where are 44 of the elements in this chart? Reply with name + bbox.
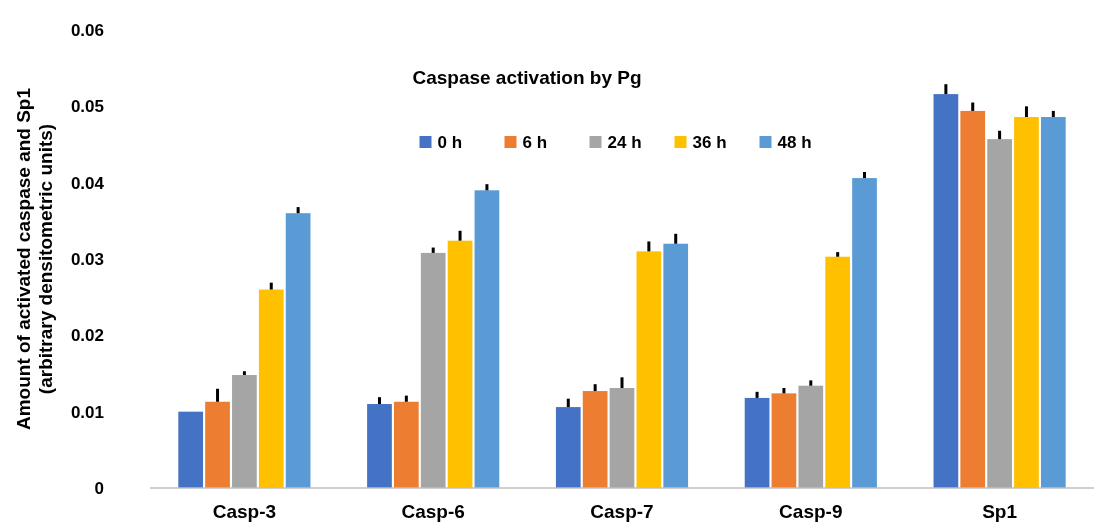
text: Caspase activation by Pg <box>412 67 642 88</box>
y-tick-label: 0.04 <box>70 173 105 193</box>
bar <box>1040 117 1066 488</box>
x-tick-label: Sp1 <box>982 501 1018 522</box>
bar <box>1014 117 1039 488</box>
legend-label: 6 h <box>522 132 548 152</box>
y-tick-label: 0.02 <box>70 326 104 346</box>
bar <box>285 213 311 488</box>
bar <box>663 243 689 488</box>
y-tick-label: 0.03 <box>70 249 104 269</box>
bar <box>771 393 797 488</box>
bar <box>420 252 446 488</box>
bar <box>744 397 770 488</box>
x-tick-label: Casp-6 <box>401 501 465 522</box>
bar <box>367 404 392 488</box>
x-tick-label: Casp-3 <box>212 501 277 522</box>
legend-label: 36 h <box>692 132 727 152</box>
y-tick-label: 0.01 <box>70 402 104 422</box>
y-tick-label: 0.06 <box>70 20 104 40</box>
bar <box>232 375 257 488</box>
y-tick-label: 0 <box>94 478 104 498</box>
bar <box>798 385 824 488</box>
legend-label: 48 h <box>777 132 812 152</box>
legend-label: 0 h <box>437 132 463 152</box>
bar <box>205 401 230 488</box>
y-axis-title: Amount of activated caspase and Sp1 (arbitrary densitometric units) <box>13 87 56 431</box>
bar <box>960 110 986 488</box>
bar <box>447 240 473 488</box>
bar <box>474 190 500 488</box>
bar <box>393 401 419 488</box>
x-tick-label: Casp-9 <box>779 501 843 522</box>
bar <box>825 256 851 488</box>
y-tick-label: 0.05 <box>70 97 104 117</box>
legend-label: 24 h <box>607 132 642 152</box>
bar <box>258 289 284 488</box>
bar <box>178 411 204 488</box>
bar <box>852 178 877 488</box>
x-tick-label: Casp-7 <box>590 501 654 522</box>
bar <box>636 251 662 488</box>
bar <box>555 407 581 488</box>
bar <box>987 139 1012 488</box>
bar <box>933 94 959 488</box>
bar <box>609 388 635 488</box>
bar <box>582 391 608 488</box>
